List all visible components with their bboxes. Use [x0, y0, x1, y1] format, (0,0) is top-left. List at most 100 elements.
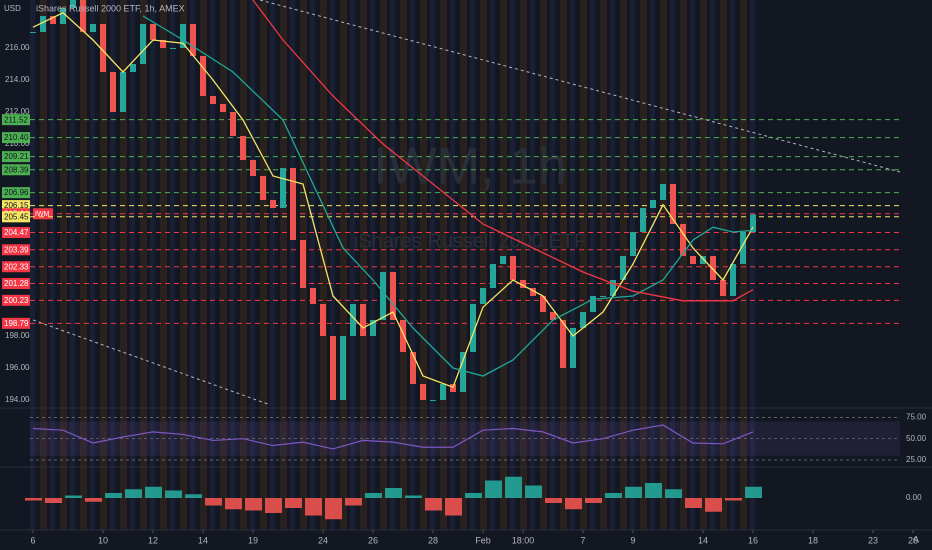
- y-tick-label: 196.00: [5, 363, 30, 372]
- candle: [250, 160, 256, 176]
- y-tick-label: 212.00: [5, 107, 30, 116]
- candle: [90, 24, 96, 32]
- candle: [230, 112, 236, 136]
- level-label: 206.96: [4, 188, 29, 197]
- level-label-box: [2, 164, 30, 176]
- candle: [680, 224, 686, 256]
- level-label: 198.79: [4, 319, 29, 328]
- macd-bar: [305, 498, 322, 516]
- level-label: 209.21: [4, 152, 29, 161]
- macd-bar: [705, 498, 722, 512]
- candle: [560, 320, 566, 368]
- candle: [420, 384, 426, 400]
- candle: [350, 304, 356, 336]
- x-tick-label: 9: [630, 535, 635, 545]
- candle: [50, 16, 56, 24]
- candle: [720, 280, 726, 296]
- trendline: [259, 0, 901, 173]
- level-label-box: [2, 244, 30, 256]
- candle: [40, 16, 46, 32]
- level-label-box: [2, 278, 30, 290]
- candle: [260, 176, 266, 200]
- x-tick-label: 7: [580, 535, 585, 545]
- candle: [240, 136, 246, 160]
- candle: [320, 304, 326, 336]
- x-tick-label: 16: [748, 535, 758, 545]
- candle: [640, 208, 646, 232]
- moving-average: [252, 0, 754, 302]
- y-tick-label: 216.00: [5, 43, 30, 52]
- macd-bar: [645, 483, 662, 498]
- macd-bar: [465, 493, 482, 498]
- level-label: 208.39: [4, 165, 29, 174]
- macd-bar: [245, 498, 262, 511]
- level-label-box: [2, 114, 30, 126]
- price-tag: IWM: [35, 211, 50, 218]
- level-label: 201.28: [4, 279, 29, 288]
- candle: [630, 232, 636, 256]
- level-label-box: [2, 187, 30, 199]
- auto-scale-button[interactable]: A: [913, 534, 919, 544]
- x-tick-label: 26: [368, 535, 378, 545]
- macd-bar: [125, 489, 142, 498]
- candle: [710, 256, 716, 280]
- x-tick-label: 12: [148, 535, 158, 545]
- candle: [460, 352, 466, 392]
- candle: [340, 336, 346, 400]
- candle: [530, 288, 536, 296]
- macd-bar: [505, 476, 522, 498]
- candle: [280, 168, 286, 208]
- candle: [380, 272, 386, 320]
- candle: [740, 232, 746, 264]
- candle: [310, 288, 316, 304]
- candle: [70, 0, 76, 8]
- y-tick-label: 194.00: [5, 395, 30, 404]
- level-label: 204.47: [4, 228, 29, 237]
- level-label: 210.40: [4, 133, 29, 142]
- macd-bar: [605, 493, 622, 498]
- macd-bar: [565, 498, 582, 510]
- candle: [60, 8, 66, 24]
- candle: [200, 56, 206, 96]
- candle: [80, 0, 86, 32]
- macd-bar: [265, 498, 282, 513]
- macd-bar: [325, 498, 342, 520]
- candle: [480, 288, 486, 304]
- level-label-box: [2, 317, 30, 329]
- level-label-box: [2, 226, 30, 238]
- level-label: 211.52: [4, 115, 28, 124]
- level-label-box: [2, 261, 30, 273]
- level-label: 200.23: [4, 296, 29, 305]
- x-tick-label: 26: [908, 535, 918, 545]
- x-tick-label: 28: [428, 535, 438, 545]
- x-tick-label: 14: [198, 535, 208, 545]
- macd-bar: [365, 493, 382, 498]
- chart-title: iShares Russell 2000 ETF, 1h, AMEX: [36, 3, 185, 13]
- level-label-box: [2, 294, 30, 306]
- candle: [160, 40, 166, 48]
- macd-bar: [105, 493, 122, 498]
- macd-bar: [25, 498, 42, 501]
- macd-bar: [385, 488, 402, 498]
- x-tick-label: 18: [808, 535, 818, 545]
- candle: [660, 184, 666, 200]
- rsi-tick-label: 50.00: [906, 434, 927, 443]
- candle: [210, 96, 216, 104]
- candle: [440, 384, 446, 400]
- y-tick-label: 214.00: [5, 75, 30, 84]
- moving-average: [142, 15, 754, 377]
- candle: [580, 312, 586, 328]
- candle: [330, 336, 336, 400]
- rsi-line: [32, 424, 754, 450]
- watermark: IWM, 1h: [373, 138, 567, 196]
- candle: [470, 304, 476, 352]
- macd-bar: [45, 498, 62, 503]
- candle: [180, 24, 186, 48]
- level-label-box: [2, 200, 30, 212]
- candle: [120, 72, 126, 112]
- level-label: 203.39: [4, 245, 29, 254]
- macd-bar: [485, 480, 502, 498]
- candle: [540, 296, 546, 312]
- candle: [370, 320, 376, 336]
- level-label: 206.15: [4, 201, 29, 210]
